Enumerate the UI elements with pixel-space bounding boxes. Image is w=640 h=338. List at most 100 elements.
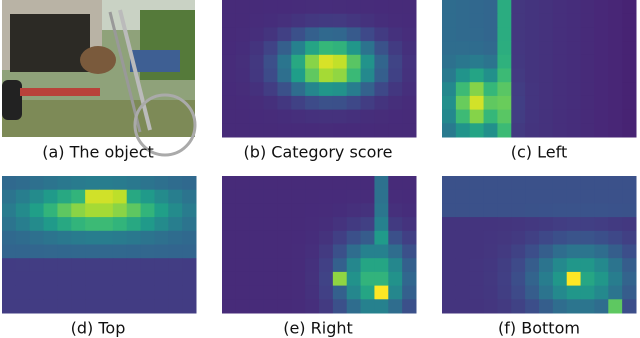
heatmap-cell <box>442 203 457 218</box>
heatmap-cell <box>552 27 568 42</box>
heatmap-cell <box>511 68 526 83</box>
heatmap-cell <box>346 68 362 83</box>
heatmap-cell <box>112 203 128 218</box>
heatmap-cell <box>442 82 457 97</box>
heatmap-cell <box>249 13 265 28</box>
heatmap-cell <box>525 82 540 97</box>
heatmap-cell <box>346 41 362 56</box>
heatmap-cell <box>277 258 292 273</box>
heatmap-cell <box>539 299 554 314</box>
heatmap-cell <box>249 95 265 111</box>
heatmap-cell <box>469 230 485 245</box>
heatmap-cell <box>622 176 637 191</box>
heatmap-cell <box>263 27 278 42</box>
heatmap-cell <box>99 176 114 191</box>
heatmap-cell <box>277 68 292 83</box>
heatmap-cell <box>15 258 31 273</box>
heatmap-cell <box>235 244 251 259</box>
heatmap-cell <box>608 68 623 83</box>
heatmap-cell <box>469 176 485 191</box>
heatmap-cell <box>594 0 609 15</box>
heatmap-cell <box>319 41 334 56</box>
heatmap-cell <box>263 189 278 204</box>
heatmap-cell <box>319 13 334 28</box>
heatmap-cell <box>222 27 237 42</box>
heatmap-cell <box>222 285 237 300</box>
heatmap-cell <box>291 95 306 111</box>
heatmap-cell <box>469 82 485 97</box>
heatmap-cell <box>235 230 251 245</box>
heatmap-cell <box>360 203 375 218</box>
heatmap-cell <box>249 299 265 314</box>
heatmap-cell <box>346 244 362 259</box>
heatmap-cell <box>222 271 237 287</box>
heatmap-cell <box>85 230 100 245</box>
heatmap-cell <box>15 217 31 232</box>
heatmap-cell <box>249 41 265 56</box>
heatmap-cell <box>85 271 100 287</box>
heatmap-cell <box>291 41 306 56</box>
heatmap-cell <box>332 189 348 204</box>
heatmap-cell <box>43 230 58 245</box>
heatmap-cell <box>483 109 498 124</box>
heatmap-cell <box>374 176 389 191</box>
heatmap-cell <box>388 271 403 287</box>
heatmap-cell <box>525 41 540 56</box>
heatmap-cell <box>305 13 320 28</box>
heatmap-cell <box>43 217 58 232</box>
heatmap-cell <box>388 13 403 28</box>
heatmap-cell <box>277 54 292 69</box>
heatmap-cell <box>85 203 100 218</box>
heatmap-cell <box>469 285 485 300</box>
heatmap-cell <box>319 244 334 259</box>
heatmap-cell <box>222 189 237 204</box>
heatmap-cell <box>168 271 183 287</box>
heatmap-cell <box>525 176 540 191</box>
heatmap-cell <box>277 27 292 42</box>
heatmap-cell <box>346 217 362 232</box>
heatmap-cell <box>525 299 540 314</box>
heatmap-cell <box>126 189 142 204</box>
heatmap-cell <box>71 203 86 218</box>
heatmap-cell <box>263 244 278 259</box>
heatmap-cell <box>332 217 348 232</box>
heatmap-cell <box>525 27 540 42</box>
heatmap-cell <box>2 299 17 314</box>
heatmap-cell <box>594 13 609 28</box>
heatmap-cell <box>552 244 568 259</box>
heatmap-cell <box>566 13 582 28</box>
heatmap-cell <box>346 271 362 287</box>
heatmap-cell <box>305 54 320 69</box>
heatmap-cell <box>305 123 320 138</box>
heatmap-cell <box>57 203 72 218</box>
heatmap-cell <box>263 0 278 15</box>
heatmap-cell <box>469 244 485 259</box>
heatmap-cell <box>263 54 278 69</box>
heatmap-cell <box>43 285 58 300</box>
heatmap-cell <box>319 285 334 300</box>
heatmap-cell <box>622 95 637 111</box>
heatmap-cell <box>360 230 375 245</box>
heatmap-cell <box>29 271 45 287</box>
heatmap-cell <box>360 123 375 138</box>
heatmap-cell <box>402 0 417 15</box>
heatmap-cell <box>235 68 251 83</box>
heatmap-cell <box>594 244 609 259</box>
heatmap-cell <box>374 285 389 300</box>
heatmap-cell <box>622 271 637 287</box>
heatmap-cell <box>608 0 623 15</box>
heatmap-cell <box>455 217 471 232</box>
heatmap-cell <box>552 123 568 138</box>
heatmap-cell <box>112 244 128 259</box>
heatmap-cell <box>622 217 637 232</box>
heatmap-cell <box>539 176 554 191</box>
heatmap-cell <box>594 109 609 124</box>
heatmap-cell <box>539 230 554 245</box>
heatmap-cell <box>497 95 512 111</box>
heatmap-cell <box>402 203 417 218</box>
heatmap-cell <box>305 27 320 42</box>
heatmap-cell <box>566 27 582 42</box>
heatmap-cell <box>277 109 292 124</box>
heatmap-cell <box>622 123 637 138</box>
